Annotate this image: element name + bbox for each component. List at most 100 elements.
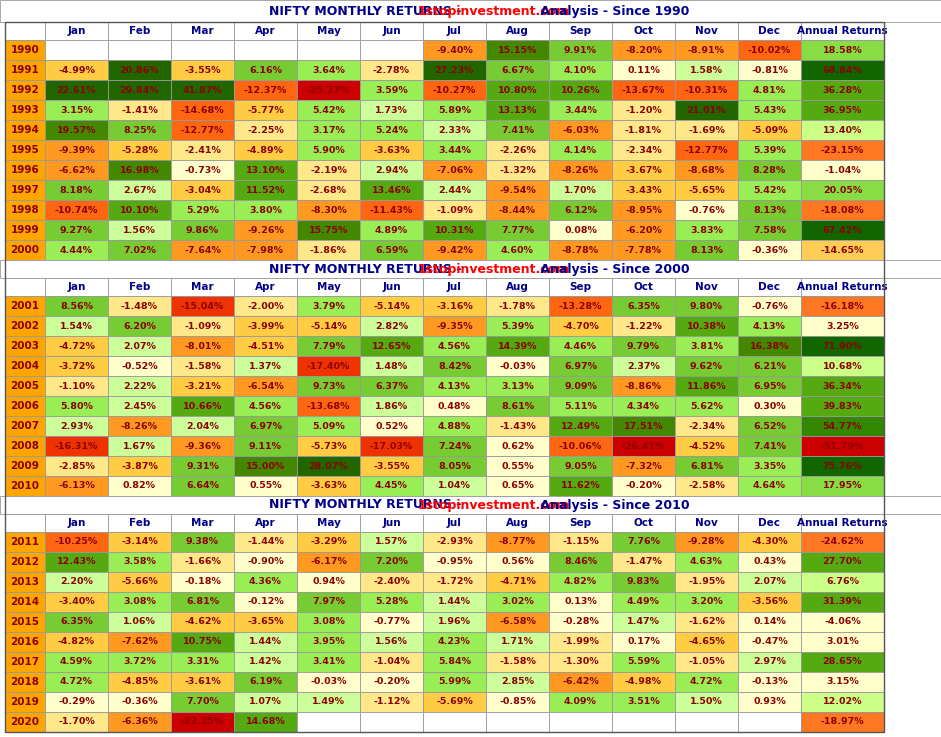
Text: -2.93%: -2.93%	[436, 537, 473, 547]
Text: -16.31%: -16.31%	[55, 441, 98, 450]
Text: Annual Returns: Annual Returns	[797, 282, 887, 292]
Text: 3.83%: 3.83%	[690, 226, 723, 234]
Bar	[486, 140, 549, 160]
Bar	[360, 60, 423, 80]
Bar	[234, 22, 297, 40]
Text: -6.17%: -6.17%	[311, 557, 347, 567]
Bar	[738, 692, 801, 712]
Bar	[801, 240, 884, 260]
Text: 3.95%: 3.95%	[312, 638, 344, 646]
Text: 6.12%: 6.12%	[564, 206, 597, 214]
Text: -51.79%: -51.79%	[821, 441, 864, 450]
Text: 3.58%: 3.58%	[123, 557, 156, 567]
Bar	[297, 100, 360, 120]
Text: -1.86%: -1.86%	[310, 245, 347, 254]
Bar	[5, 514, 45, 532]
Text: -9.39%: -9.39%	[58, 145, 95, 155]
Text: 1.44%: 1.44%	[438, 598, 471, 607]
Text: 1.49%: 1.49%	[312, 697, 345, 707]
Bar	[108, 80, 171, 100]
Text: 2015: 2015	[10, 617, 40, 627]
Text: 1.71%: 1.71%	[501, 638, 534, 646]
Text: 5.29%: 5.29%	[186, 206, 219, 214]
Bar	[612, 180, 675, 200]
Text: 1stopinvestment.com: 1stopinvestment.com	[418, 4, 570, 18]
Text: Jul: Jul	[447, 282, 462, 292]
Text: 4.56%: 4.56%	[439, 341, 470, 351]
Text: -8.86%: -8.86%	[625, 382, 662, 391]
Text: 8.05%: 8.05%	[439, 461, 470, 470]
Text: NIFTY MONTHLY RETURNS -: NIFTY MONTHLY RETURNS -	[269, 262, 466, 276]
Bar	[45, 200, 108, 220]
Text: 3.81%: 3.81%	[690, 341, 723, 351]
Text: 0.30%: 0.30%	[753, 402, 786, 411]
Text: 75.76%: 75.76%	[822, 461, 862, 470]
Bar	[423, 456, 486, 476]
Bar	[108, 376, 171, 396]
Bar	[108, 514, 171, 532]
Text: -8.77%: -8.77%	[499, 537, 536, 547]
Text: 9.09%: 9.09%	[564, 382, 597, 391]
Bar	[738, 476, 801, 496]
Text: -4.99%: -4.99%	[58, 66, 95, 74]
Text: 1994: 1994	[10, 125, 40, 135]
Bar	[486, 356, 549, 376]
Text: 3.08%: 3.08%	[123, 598, 156, 607]
Text: -0.36%: -0.36%	[751, 245, 788, 254]
Bar	[738, 356, 801, 376]
Bar	[360, 80, 423, 100]
Text: -24.62%: -24.62%	[821, 537, 864, 547]
Bar	[675, 712, 738, 732]
Text: Analysis - Since 1990: Analysis - Since 1990	[535, 4, 689, 18]
Text: 6.16%: 6.16%	[249, 66, 282, 74]
Text: -3.65%: -3.65%	[247, 618, 284, 626]
Bar	[801, 456, 884, 476]
Bar	[171, 160, 234, 180]
Text: -3.63%: -3.63%	[311, 481, 347, 491]
Bar	[171, 456, 234, 476]
Bar	[45, 376, 108, 396]
Bar	[801, 514, 884, 532]
Bar	[234, 532, 297, 552]
Bar	[108, 612, 171, 632]
Text: -2.34%: -2.34%	[625, 145, 662, 155]
Text: 7.76%: 7.76%	[627, 537, 660, 547]
Text: 2006: 2006	[10, 401, 40, 411]
Bar	[612, 652, 675, 672]
Bar	[423, 572, 486, 592]
Text: 8.13%: 8.13%	[753, 206, 786, 214]
Text: 4.44%: 4.44%	[60, 245, 93, 254]
Text: -12.77%: -12.77%	[685, 145, 728, 155]
Bar	[612, 612, 675, 632]
Text: -3.61%: -3.61%	[184, 677, 221, 686]
Text: -1.09%: -1.09%	[184, 321, 221, 330]
Bar	[675, 296, 738, 316]
Text: 10.26%: 10.26%	[561, 85, 600, 94]
Text: 5.80%: 5.80%	[60, 402, 93, 411]
Text: 4.89%: 4.89%	[375, 226, 408, 234]
Text: Oct: Oct	[633, 282, 653, 292]
Bar	[612, 220, 675, 240]
Bar	[486, 160, 549, 180]
Text: 9.80%: 9.80%	[690, 301, 723, 310]
Text: 2002: 2002	[10, 321, 40, 331]
Bar	[423, 240, 486, 260]
Text: -1.66%: -1.66%	[184, 557, 221, 567]
Bar	[801, 396, 884, 416]
Text: 3.51%: 3.51%	[627, 697, 660, 707]
Text: 9.31%: 9.31%	[186, 461, 219, 470]
Text: 3.35%: 3.35%	[753, 461, 786, 470]
Text: 2005: 2005	[10, 381, 40, 391]
Text: -4.89%: -4.89%	[247, 145, 284, 155]
Text: -7.32%: -7.32%	[625, 461, 662, 470]
Text: -3.87%: -3.87%	[121, 461, 158, 470]
Bar	[234, 652, 297, 672]
Bar	[5, 456, 45, 476]
Text: 5.28%: 5.28%	[375, 598, 408, 607]
Bar	[171, 60, 234, 80]
Text: 4.46%: 4.46%	[564, 341, 597, 351]
Bar	[297, 552, 360, 572]
Bar	[5, 296, 45, 316]
Bar	[234, 220, 297, 240]
Bar	[297, 532, 360, 552]
